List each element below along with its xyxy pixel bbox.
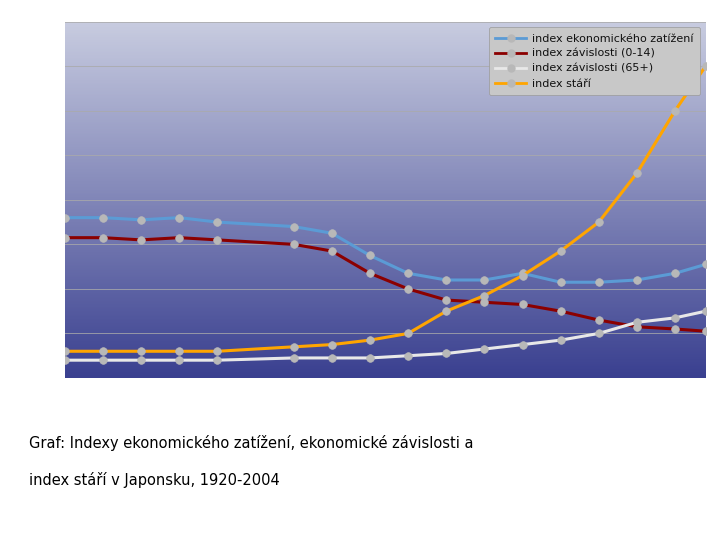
index závislosti (0-14) — [518, 301, 527, 308]
index závislosti (65+) — [289, 355, 298, 361]
index stáří — [671, 107, 680, 114]
index závislosti (65+) — [175, 357, 184, 363]
Text: index stáří v Japonsku, 1920-2004: index stáří v Japonsku, 1920-2004 — [29, 472, 279, 489]
index závislosti (0-14) — [480, 299, 489, 306]
index stáří — [328, 341, 336, 348]
index závislosti (0-14) — [175, 234, 184, 241]
index stáří — [175, 348, 184, 355]
index ekonomického zatížení — [213, 219, 222, 225]
index závislosti (0-14) — [99, 234, 107, 241]
index ekonomického zatížení — [175, 214, 184, 221]
index stáří — [213, 348, 222, 355]
index závislosti (0-14) — [289, 241, 298, 247]
index závislosti (0-14) — [213, 237, 222, 243]
index závislosti (65+) — [633, 319, 642, 326]
index ekonomického zatížení — [480, 276, 489, 283]
index ekonomického zatížení — [404, 270, 413, 276]
index závislosti (0-14) — [701, 328, 710, 334]
index závislosti (65+) — [137, 357, 145, 363]
index ekonomického zatížení — [557, 279, 565, 286]
index ekonomického zatížení — [289, 223, 298, 230]
index závislosti (0-14) — [633, 323, 642, 330]
index stáří — [595, 219, 603, 225]
index závislosti (65+) — [480, 346, 489, 352]
index závislosti (65+) — [557, 337, 565, 343]
index závislosti (0-14) — [595, 317, 603, 323]
index závislosti (0-14) — [671, 326, 680, 332]
index závislosti (0-14) — [366, 270, 374, 276]
index ekonomického zatížení — [701, 261, 710, 268]
index stáří — [99, 348, 107, 355]
index závislosti (65+) — [518, 341, 527, 348]
index stáří — [137, 348, 145, 355]
Text: Graf: Indexy ekonomického zatížení, ekonomické závislosti a: Graf: Indexy ekonomického zatížení, ekon… — [29, 435, 473, 451]
index závislosti (65+) — [404, 353, 413, 359]
Line: index závislosti (0-14): index závislosti (0-14) — [61, 234, 709, 335]
index závislosti (0-14) — [557, 308, 565, 314]
index ekonomického zatížení — [633, 276, 642, 283]
index závislosti (65+) — [60, 357, 69, 363]
Legend: index ekonomického zatížení, index závislosti (0-14), index závislosti (65+), in: index ekonomického zatížení, index závis… — [489, 27, 700, 96]
index ekonomického zatížení — [137, 217, 145, 223]
index stáří — [60, 348, 69, 355]
index závislosti (65+) — [671, 315, 680, 321]
index stáří — [404, 330, 413, 337]
index stáří — [557, 248, 565, 254]
index závislosti (0-14) — [137, 237, 145, 243]
index závislosti (65+) — [213, 357, 222, 363]
index ekonomického zatížení — [442, 276, 451, 283]
index stáří — [633, 170, 642, 176]
index stáří — [289, 343, 298, 350]
index ekonomického zatížení — [366, 252, 374, 259]
index ekonomického zatížení — [60, 214, 69, 221]
index stáří — [366, 337, 374, 343]
index závislosti (65+) — [328, 355, 336, 361]
index ekonomického zatížení — [518, 270, 527, 276]
index stáří — [480, 292, 489, 299]
index stáří — [518, 272, 527, 279]
index závislosti (65+) — [366, 355, 374, 361]
index ekonomického zatížení — [99, 214, 107, 221]
Line: index stáří: index stáří — [61, 62, 709, 355]
index závislosti (65+) — [595, 330, 603, 337]
Line: index ekonomického zatížení: index ekonomického zatížení — [61, 214, 709, 286]
index závislosti (65+) — [701, 308, 710, 314]
index ekonomického zatížení — [595, 279, 603, 286]
index ekonomického zatížení — [671, 270, 680, 276]
Line: index závislosti (65+): index závislosti (65+) — [61, 307, 709, 364]
index závislosti (65+) — [442, 350, 451, 357]
index stáří — [701, 63, 710, 69]
index stáří — [442, 308, 451, 314]
index závislosti (65+) — [99, 357, 107, 363]
index závislosti (0-14) — [404, 286, 413, 292]
index ekonomického zatížení — [328, 230, 336, 237]
index závislosti (0-14) — [328, 248, 336, 254]
index závislosti (0-14) — [442, 297, 451, 303]
index závislosti (0-14) — [60, 234, 69, 241]
